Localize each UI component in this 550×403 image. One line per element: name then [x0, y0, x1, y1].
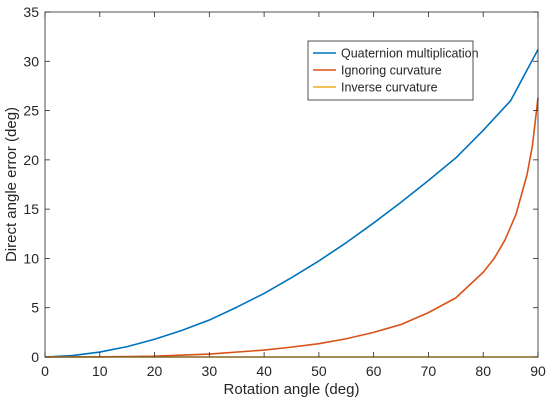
- y-tick-label: 15: [23, 201, 39, 217]
- x-tick-label: 60: [366, 363, 382, 379]
- x-tick-label: 40: [256, 363, 272, 379]
- x-tick-label: 70: [421, 363, 437, 379]
- y-tick-label: 35: [23, 4, 39, 20]
- x-tick-label: 90: [530, 363, 546, 379]
- legend-entry: Quaternion multiplication: [341, 47, 479, 61]
- x-axis-label: Rotation angle (deg): [224, 381, 360, 398]
- y-tick-label: 0: [31, 349, 39, 365]
- plot-frame: [44, 11, 539, 358]
- series-line-0: [44, 49, 539, 358]
- legend-entry: Ignoring curvature: [341, 64, 442, 78]
- y-axis-label: Direct angle error (deg): [3, 107, 20, 262]
- y-tick-label: 10: [23, 250, 39, 266]
- x-tick-label: 20: [147, 363, 163, 379]
- x-tick-label: 30: [202, 363, 218, 379]
- series-line-1: [44, 97, 539, 358]
- y-tick-label: 5: [31, 300, 39, 316]
- y-tick-label: 25: [23, 103, 39, 119]
- x-tick-label: 50: [311, 363, 327, 379]
- x-tick-label: 0: [41, 363, 49, 379]
- x-tick-label: 80: [475, 363, 491, 379]
- y-tick-label: 20: [23, 152, 39, 168]
- y-tick-label: 30: [23, 53, 39, 69]
- legend-entry: Inverse curvature: [341, 81, 438, 95]
- x-tick-label: 10: [92, 363, 108, 379]
